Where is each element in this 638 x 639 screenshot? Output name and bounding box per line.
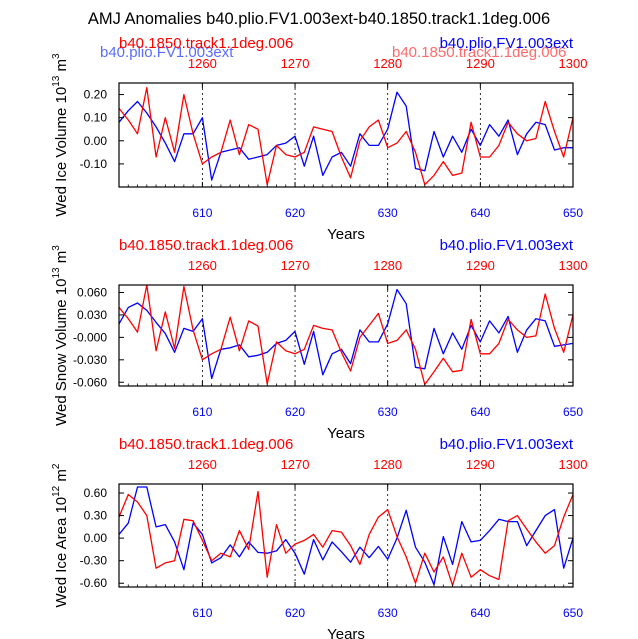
top-x-tick-label: 1290 (466, 56, 495, 71)
panel-ice-area: 610 620 630 640 650 1260 1270 1280 1290 1300 0.60 0… (51, 436, 587, 639)
top-left-series-label: b40.1850.track1.1deg.006 (119, 436, 293, 453)
x-tick-label: 630 (378, 606, 398, 620)
top-x-tick-label: 1260 (188, 258, 217, 273)
series-line-1850 (118, 86, 574, 186)
series-line-plio (118, 288, 574, 380)
x-tick-label: 630 (378, 206, 398, 220)
top-x-tick-label: 1280 (373, 56, 402, 71)
y-tick-label: -0.60 (80, 576, 108, 590)
y-tick-label: -0.060 (73, 375, 107, 389)
x-axis-title: Years (327, 226, 365, 243)
y-axis-title: Wed Snow Volume 1013 m3 (51, 245, 70, 426)
y-tick-label: -0.10 (80, 157, 108, 171)
x-axis-title: Years (327, 626, 365, 639)
x-tick-label: 650 (563, 405, 583, 419)
top-x-tick-label: 1300 (559, 258, 588, 273)
top-right-series-label: b40.plio.FV1.003ext (440, 237, 574, 254)
y-tick-label: 0.20 (84, 88, 108, 102)
top-x-tick-label: 1280 (373, 258, 402, 273)
plot-frame (118, 284, 574, 387)
x-tick-label: 630 (378, 405, 398, 419)
y-axis-title: Wed Ice Volume 1013 m3 (51, 53, 70, 217)
x-tick-label: 640 (470, 606, 490, 620)
top-x-tick-label: 1300 (559, 457, 588, 472)
top-left-series-label: b40.1850.track1.1deg.006 (119, 237, 293, 254)
x-tick-label: 610 (192, 206, 212, 220)
y-tick-label: 0.00 (84, 134, 108, 148)
x-tick-label: 610 (192, 606, 212, 620)
panel-ice-volume: 610 620 630 640 650 1260 1270 1280 1290 1300 0.20 0… (51, 35, 587, 243)
top-x-tick-label: 1270 (281, 56, 310, 71)
y-tick-label: 0.60 (84, 486, 108, 500)
y-tick-label: -0.000 (73, 330, 107, 344)
top-left-series-label: b40.1850.track1.1deg.006 (119, 35, 293, 52)
y-tick-label: 0.030 (77, 308, 107, 322)
x-tick-label: 620 (285, 206, 305, 220)
series-line-plio (118, 91, 573, 181)
x-tick-label: 640 (470, 206, 490, 220)
x-tick-label: 650 (563, 206, 583, 220)
top-x-tick-label: 1300 (559, 56, 588, 71)
x-axis-title: Years (327, 425, 365, 442)
y-tick-label: 0.060 (77, 285, 107, 299)
y-axis-title: Wed Ice Area 1012 m2 (51, 463, 70, 607)
y-tick-label: 0.00 (84, 531, 108, 545)
panel-snow-volume: 610 620 630 640 650 1260 1270 1280 1290 1300 0.060… (51, 237, 587, 442)
plot-frame (118, 483, 574, 588)
y-tick-label: -0.30 (80, 554, 108, 568)
ghost-label-blue: b40.plio.FV1.003ext (100, 44, 234, 61)
top-right-series-label: b40.plio.FV1.003ext (440, 35, 574, 52)
top-x-tick-label: 1260 (188, 56, 217, 71)
series-line-1850 (118, 284, 574, 386)
x-tick-label: 650 (563, 606, 583, 620)
top-x-tick-label: 1270 (281, 457, 310, 472)
top-x-tick-label: 1290 (466, 258, 495, 273)
figure-title: AMJ Anomalies b40.plio.FV1.003ext-b40.18… (88, 10, 550, 28)
series-line-plio (118, 486, 574, 586)
y-tick-label: 0.10 (84, 111, 108, 125)
top-right-series-label: b40.plio.FV1.003ext (440, 436, 574, 453)
top-x-tick-label: 1290 (466, 457, 495, 472)
ghost-label-red: b40.1850.track1.1deg.006 (392, 44, 566, 61)
plot-frame (118, 82, 574, 188)
top-x-tick-label: 1260 (188, 457, 217, 472)
x-tick-label: 620 (285, 606, 305, 620)
y-tick-label: 0.30 (84, 509, 108, 523)
x-tick-label: 640 (470, 405, 490, 419)
top-x-tick-label: 1270 (281, 258, 310, 273)
x-tick-label: 610 (192, 405, 212, 419)
y-tick-label: -0.030 (73, 353, 107, 367)
top-x-tick-label: 1280 (373, 457, 402, 472)
series-line-1850 (118, 490, 574, 587)
x-tick-label: 620 (285, 405, 305, 419)
